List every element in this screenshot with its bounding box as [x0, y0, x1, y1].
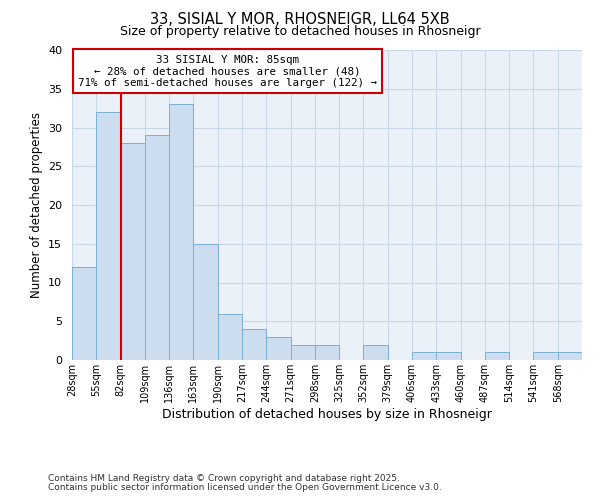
Bar	[315, 344, 339, 360]
X-axis label: Distribution of detached houses by size in Rhosneigr: Distribution of detached houses by size …	[162, 408, 492, 420]
Bar	[364, 344, 388, 360]
Text: Size of property relative to detached houses in Rhosneigr: Size of property relative to detached ho…	[119, 25, 481, 38]
Bar	[533, 352, 558, 360]
Bar	[436, 352, 461, 360]
Bar	[72, 267, 96, 360]
Bar	[145, 135, 169, 360]
Bar	[193, 244, 218, 360]
Bar	[218, 314, 242, 360]
Bar	[290, 344, 315, 360]
Bar	[266, 337, 290, 360]
Bar	[96, 112, 121, 360]
Bar	[242, 329, 266, 360]
Bar	[558, 352, 582, 360]
Bar	[412, 352, 436, 360]
Bar	[485, 352, 509, 360]
Bar	[121, 143, 145, 360]
Text: Contains HM Land Registry data © Crown copyright and database right 2025.: Contains HM Land Registry data © Crown c…	[48, 474, 400, 483]
Text: 33, SISIAL Y MOR, RHOSNEIGR, LL64 5XB: 33, SISIAL Y MOR, RHOSNEIGR, LL64 5XB	[150, 12, 450, 28]
Text: 33 SISIAL Y MOR: 85sqm
← 28% of detached houses are smaller (48)
71% of semi-det: 33 SISIAL Y MOR: 85sqm ← 28% of detached…	[78, 54, 377, 88]
Text: Contains public sector information licensed under the Open Government Licence v3: Contains public sector information licen…	[48, 483, 442, 492]
Y-axis label: Number of detached properties: Number of detached properties	[29, 112, 43, 298]
Bar	[169, 104, 193, 360]
